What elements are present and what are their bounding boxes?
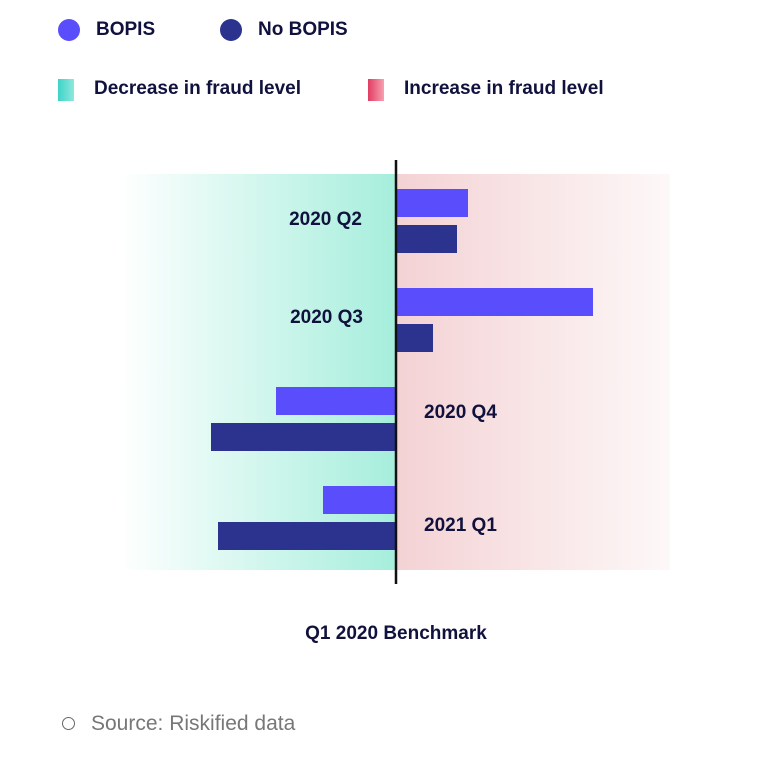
bopis-legend-dot [58,19,80,41]
legend-no-bopis: No BOPIS [258,19,348,40]
legend-bopis: BOPIS [96,19,156,40]
category-label: 2020 Q3 [290,307,363,328]
decrease-swatch [58,79,74,101]
bar-bopis-2020-q3 [396,288,593,316]
category-label: 2020 Q2 [289,209,362,230]
bar-bopis-2021-q1 [323,486,396,514]
chart-title: Q1 2020 Benchmark [305,623,487,644]
category-label: 2020 Q4 [424,402,497,423]
bar-no-bopis-2020-q3 [396,324,433,352]
legend-decrease: Decrease in fraud level [94,78,301,99]
bar-bopis-2020-q2 [396,189,468,217]
source-note: Source: Riskified data [91,712,296,735]
increase-swatch [368,79,384,101]
bar-no-bopis-2020-q2 [396,225,457,253]
bar-no-bopis-2021-q1 [218,522,396,550]
legend-increase: Increase in fraud level [404,78,604,99]
no-bopis-legend-dot [220,19,242,41]
bar-bopis-2020-q4 [276,387,396,415]
category-label: 2021 Q1 [424,515,497,536]
bar-no-bopis-2020-q4 [211,423,396,451]
bullet-icon [62,717,75,730]
